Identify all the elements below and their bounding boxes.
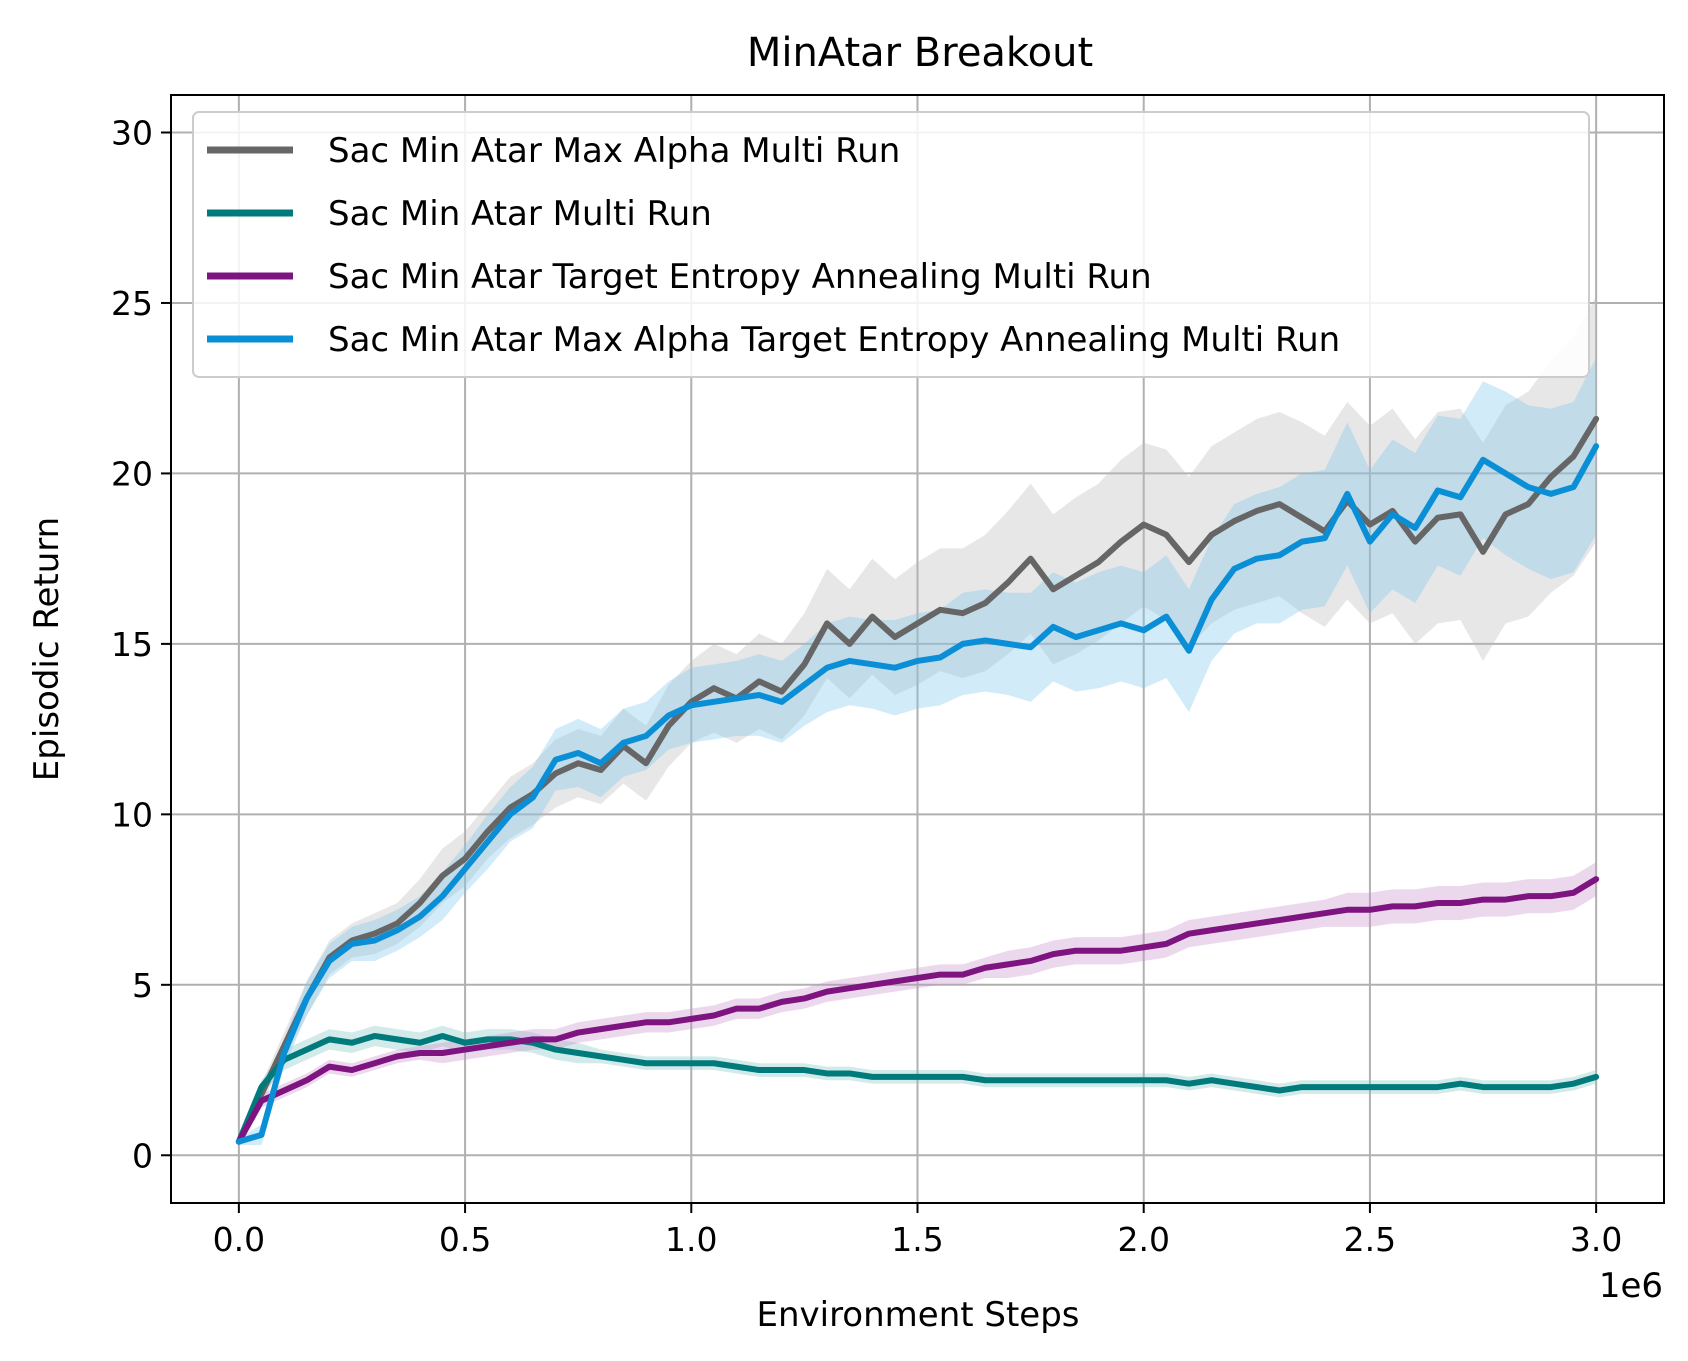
series-lines (235, 415, 1600, 1145)
y-tick-label: 25 (111, 284, 153, 323)
x-tick-label: 1.5 (891, 1220, 943, 1259)
y-tick-label: 0 (132, 1136, 153, 1175)
legend-label: Sac Min Atar Target Entropy Annealing Mu… (328, 257, 1152, 297)
x-axis-label: Environment Steps (756, 1295, 1079, 1335)
x-tick-label: 0.0 (213, 1220, 265, 1259)
y-tick-label: 5 (132, 966, 153, 1005)
x-tick-label: 1.0 (665, 1220, 717, 1259)
series-line (235, 415, 1600, 1145)
legend-label: Sac Min Atar Multi Run (328, 194, 712, 234)
x-tick-label: 0.5 (439, 1220, 491, 1259)
x-tick-label: 2.0 (1117, 1220, 1169, 1259)
series-line (235, 443, 1600, 1145)
y-tick-label: 10 (111, 795, 153, 834)
chart-title: MinAtar Breakout (747, 30, 1093, 76)
legend-label: Sac Min Atar Max Alpha Target Entropy An… (328, 320, 1340, 360)
y-tick-label: 15 (111, 625, 153, 664)
y-tick-label: 20 (111, 454, 153, 493)
legend: Sac Min Atar Max Alpha Multi Run Sac Min … (192, 111, 1590, 378)
series-band (238, 357, 1597, 1146)
y-axis-label: Episodic Return (27, 517, 67, 781)
x-tick-label: 2.5 (1344, 1220, 1396, 1259)
legend-box (192, 111, 1590, 378)
y-tick-label: 30 (111, 114, 153, 153)
y-axis: 0 5 10 15 20 25 30 (111, 114, 171, 1175)
x-axis: 0.0 0.5 1.0 1.5 2.0 2.5 3.0 (213, 1203, 1622, 1259)
series-line (235, 876, 1600, 1145)
series-line (235, 1032, 1600, 1145)
legend-label: Sac Min Atar Max Alpha Multi Run (328, 131, 900, 171)
series-band (238, 862, 1597, 1146)
x-tick-label: 3.0 (1570, 1220, 1622, 1259)
x-axis-offset-label: 1e6 (1599, 1266, 1663, 1306)
